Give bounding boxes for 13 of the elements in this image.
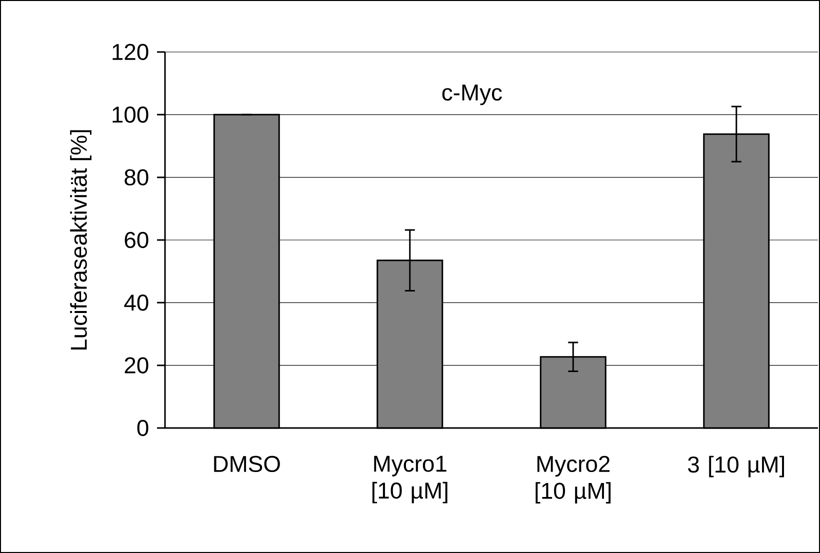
y-tick-label: 100 xyxy=(112,106,148,123)
x-tick-label: Mycro1 [10 µM] xyxy=(372,456,448,504)
y-tick-label: 60 xyxy=(124,232,148,248)
y-axis-title: Luciferaseaktivität [%] xyxy=(70,130,92,350)
x-tick-label: DMSO xyxy=(214,456,280,472)
x-tick-label: 3 [10 µM] xyxy=(688,456,784,478)
y-tick-label: 120 xyxy=(112,44,148,60)
x-tick-label: Mycro2 [10 µM] xyxy=(536,456,611,504)
y-tick-label: 0 xyxy=(137,420,148,436)
y-tick-label: 20 xyxy=(124,357,148,374)
text: c-Myc xyxy=(442,84,502,106)
y-tick-label: 80 xyxy=(124,169,148,186)
y-tick-label: 40 xyxy=(124,294,148,311)
